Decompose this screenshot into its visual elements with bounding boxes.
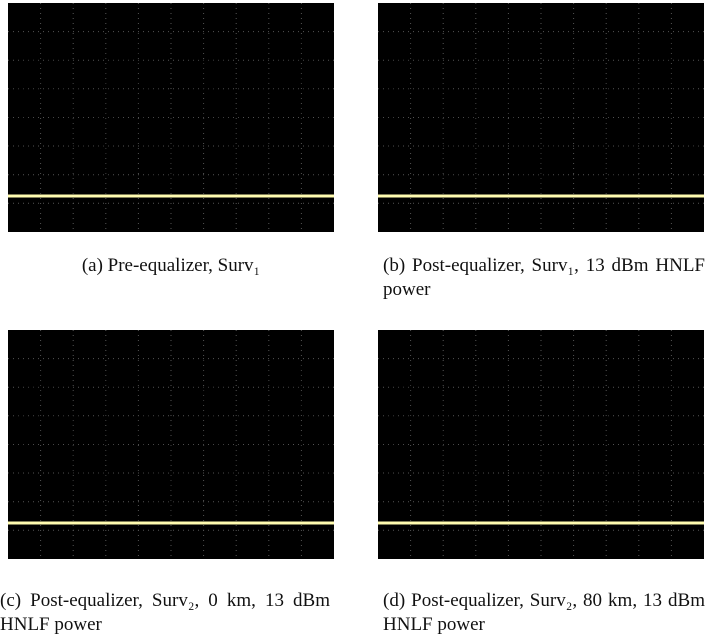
caption: (a) Pre-equalizer, Surv₁ (81, 255, 261, 276)
caption: (d) Post-equalizer, Surv₂, 80 km, 13 dBm… (383, 590, 705, 635)
eye-diagram (8, 3, 334, 232)
caption: (b) Post-equalizer, Surv₁, 13 dBm HNLF p… (383, 255, 705, 300)
eye-diagram (378, 330, 704, 559)
eye-diagram (8, 330, 334, 559)
eye-diagram (378, 3, 704, 232)
caption: (c) Post-equalizer, Surv₂, 0 km, 13 dBm … (0, 590, 330, 635)
